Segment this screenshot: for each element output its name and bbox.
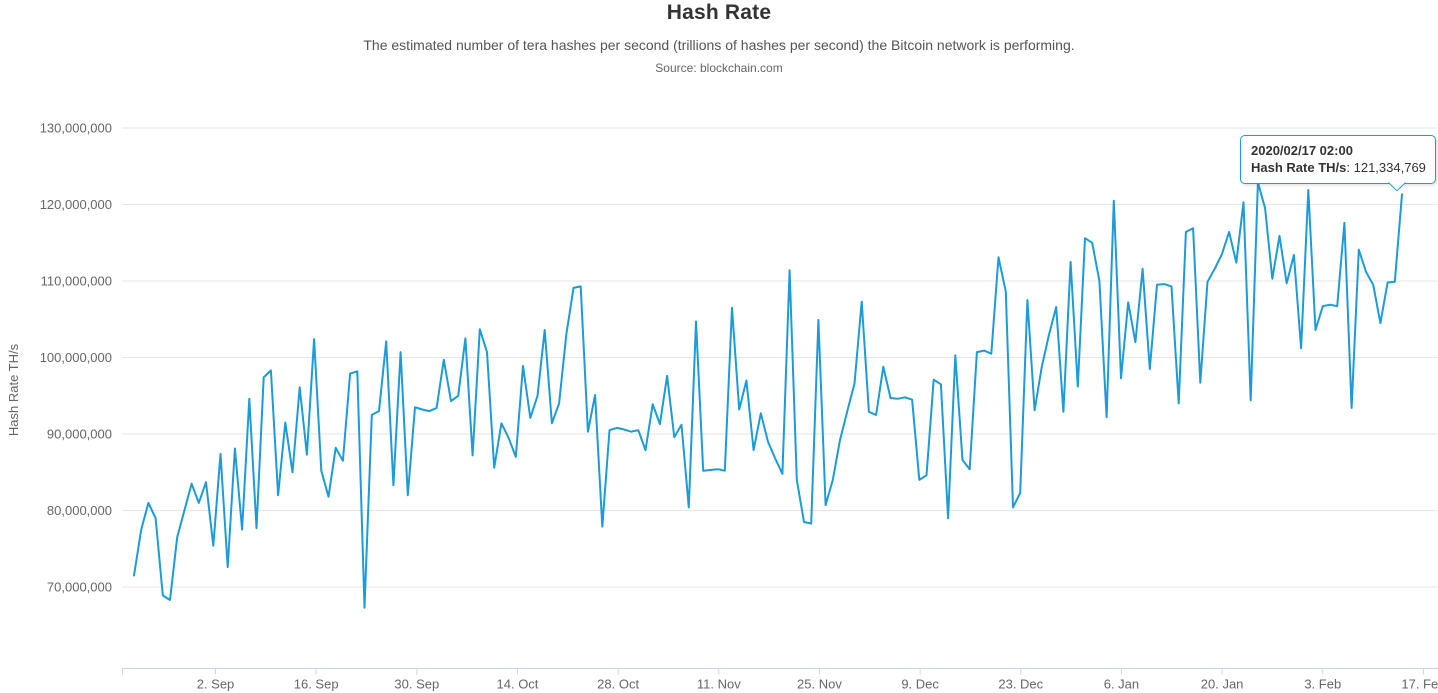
hash-rate-series-line xyxy=(133,181,1403,609)
y-axis-tick-label: 90,000,000 xyxy=(47,427,112,442)
y-axis-tick-label: 120,000,000 xyxy=(40,197,112,212)
x-axis-tick-label: 3. Feb xyxy=(1304,677,1341,692)
x-axis-tick-label: 16. Sep xyxy=(294,677,339,692)
tooltip-separator: : xyxy=(1346,160,1354,175)
y-axis-tick-label: 110,000,000 xyxy=(41,274,112,289)
y-axis-title: Hash Rate TH/s xyxy=(6,343,21,436)
x-axis-tick-label: 25. Nov xyxy=(797,677,842,692)
y-axis-tick-label: 100,000,000 xyxy=(40,350,112,365)
x-axis-tick-label: 17. Feb xyxy=(1401,677,1438,692)
y-axis-tick-label: 80,000,000 xyxy=(47,503,112,518)
tooltip-date: 2020/02/17 02:00 xyxy=(1251,143,1353,158)
chart-source: Source: blockchain.com xyxy=(655,61,783,75)
x-axis-tick-label: 6. Jan xyxy=(1104,677,1139,692)
x-axis-tick-label: 30. Sep xyxy=(394,677,439,692)
x-axis-tick-label: 14. Oct xyxy=(497,677,539,692)
x-axis-tick-label: 20. Jan xyxy=(1201,677,1244,692)
tooltip-value: 121,334,769 xyxy=(1353,160,1426,175)
x-axis-tick-label: 9. Dec xyxy=(901,677,939,692)
y-axis-tick-label: 70,000,000 xyxy=(47,580,112,595)
x-axis-tick-label: 23. Dec xyxy=(998,677,1043,692)
chart-title: Hash Rate xyxy=(666,1,772,24)
tooltip-series-label: Hash Rate TH/s xyxy=(1251,160,1347,175)
x-axis-tick-label: 28. Oct xyxy=(597,677,639,692)
tooltip-pointer-icon xyxy=(1388,182,1406,192)
x-axis-tick-label: 11. Nov xyxy=(697,677,741,692)
tooltip-value-row: Hash Rate TH/s: 121,334,769 xyxy=(1251,159,1426,176)
chart-subtitle: The estimated number of tera hashes per … xyxy=(363,37,1075,53)
chart-tooltip: 2020/02/17 02:00 Hash Rate TH/s: 121,334… xyxy=(1240,135,1436,192)
y-axis-tick-label: 130,000,000 xyxy=(40,121,112,136)
x-axis-tick-label: 2. Sep xyxy=(197,677,235,692)
